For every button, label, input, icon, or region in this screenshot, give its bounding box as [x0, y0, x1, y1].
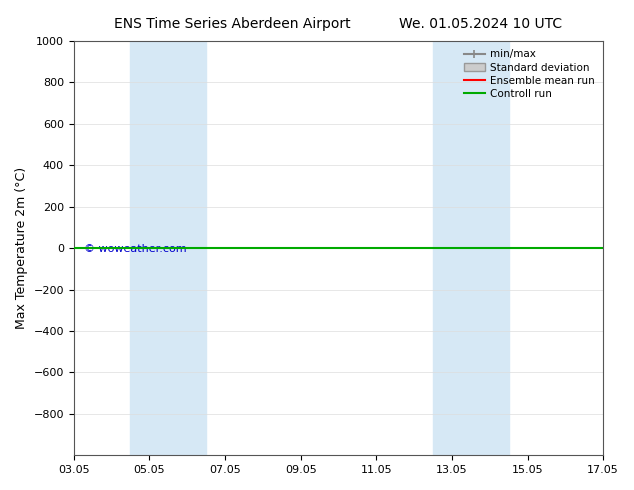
Text: ENS Time Series Aberdeen Airport: ENS Time Series Aberdeen Airport: [114, 17, 351, 31]
Text: © woweather.com: © woweather.com: [84, 245, 187, 254]
Y-axis label: Max Temperature 2m (°C): Max Temperature 2m (°C): [15, 167, 28, 329]
Bar: [433, 41, 508, 455]
Text: We. 01.05.2024 10 UTC: We. 01.05.2024 10 UTC: [399, 17, 562, 31]
Bar: [131, 41, 206, 455]
Legend: min/max, Standard deviation, Ensemble mean run, Controll run: min/max, Standard deviation, Ensemble me…: [461, 46, 598, 102]
